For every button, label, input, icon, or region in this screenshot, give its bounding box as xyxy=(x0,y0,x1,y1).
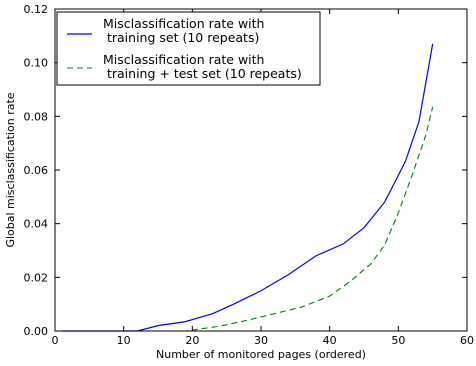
y-tick-label: 0.12 xyxy=(24,3,49,16)
x-axis-label: Number of monitored pages (ordered) xyxy=(156,348,366,361)
legend-label: Misclassification rate with training set… xyxy=(103,16,264,45)
y-tick-label: 0.08 xyxy=(24,110,49,123)
x-tick-label: 30 xyxy=(254,334,268,347)
axes: 0 10 20 30 40 50 60 0.00 0.02 0.04 0.06 0.08 0.10 0.1… xyxy=(24,3,475,347)
y-tick-label: 0.10 xyxy=(24,57,49,70)
legend-label: Misclassification rate with training + t… xyxy=(103,52,302,81)
y-tick-label: 0.04 xyxy=(24,218,49,231)
x-tick-label: 60 xyxy=(460,334,474,347)
x-tick-label: 20 xyxy=(185,334,199,347)
x-tick-label: 0 xyxy=(52,334,59,347)
x-tick-label: 40 xyxy=(323,334,337,347)
y-axis-label: Global misclassification rate xyxy=(4,92,17,247)
series-training-set-line xyxy=(61,43,434,332)
x-tick-label: 10 xyxy=(117,334,131,347)
x-tick-label: 50 xyxy=(391,334,405,347)
legend-box xyxy=(56,11,321,86)
series-training-test-set-line xyxy=(61,106,434,332)
y-tick-label: 0.00 xyxy=(24,325,49,338)
y-tick-label: 0.06 xyxy=(24,164,49,177)
legend: Misclassification rate with training set… xyxy=(56,11,321,86)
y-tick-label: 0.02 xyxy=(24,271,49,284)
